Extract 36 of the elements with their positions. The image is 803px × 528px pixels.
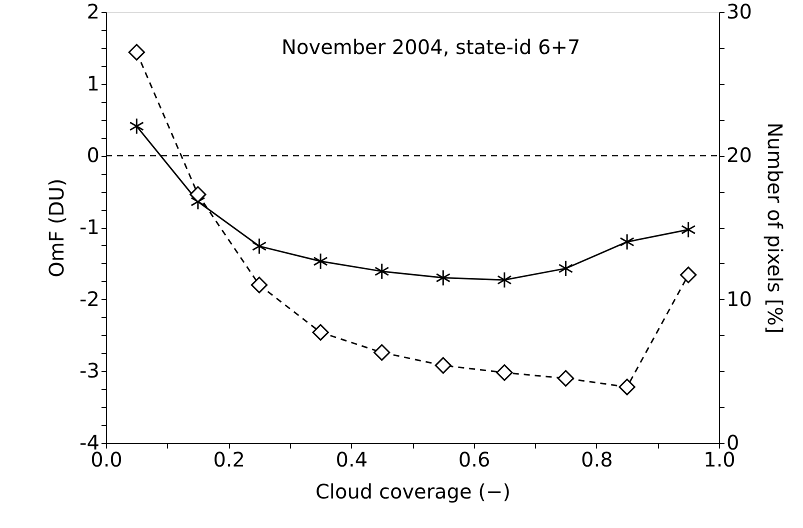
y-tick-label: 1 [86,71,100,96]
point [128,44,145,61]
point [313,252,328,270]
point [557,370,574,387]
point [680,266,697,284]
point [620,234,634,250]
point [434,357,452,374]
y2-tick-label: 10 [726,286,752,311]
y-tick-label: 0 [86,143,100,168]
point [374,344,390,361]
point [374,262,390,280]
point [558,260,574,277]
x-tick-label: 0.4 [336,448,368,472]
y-tick-label: -2 [80,286,100,311]
x-tick-label: 0.8 [580,448,613,472]
point [312,324,329,341]
annotation: November 2004, state-id 6+7 [282,35,580,59]
y-axis-title: OmF (DU) [44,178,69,278]
point [252,238,267,255]
y-tick-label: -1 [80,215,100,239]
y-tick-label: -3 [80,358,100,383]
x-axis-title: Cloud coverage (−) [315,480,511,504]
y-tick-label: 2 [86,0,100,24]
y2-tick-label: 30 [726,0,752,24]
point [497,272,512,288]
x-tick-label: 0.2 [213,448,246,472]
y2-tick-label: 20 [726,143,752,168]
point [681,221,696,238]
point [436,269,450,286]
point [129,118,144,135]
point [496,364,513,381]
point [618,378,636,396]
point [250,276,268,294]
x-tick-label: 0.6 [458,448,490,472]
point [190,186,206,203]
y2-axis-title: Number of pixels [%] [762,122,787,334]
